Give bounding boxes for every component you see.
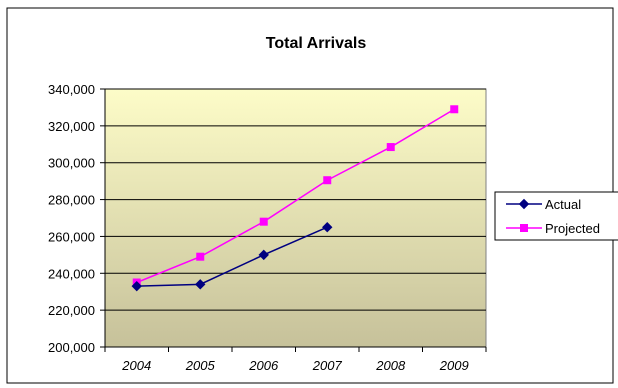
x-tick-label: 2007	[312, 358, 343, 373]
data-point-projected	[323, 176, 332, 185]
y-axis-tick-labels: 200,000 220,000 240,000 260,000 280,000 300,0…	[48, 82, 95, 355]
legend-marker	[518, 198, 530, 210]
axes	[100, 88, 487, 352]
y-tick-label: 200,000	[48, 340, 95, 355]
series-line-projected	[136, 108, 455, 284]
y-tick-label: 280,000	[48, 193, 95, 208]
data-point-actual	[258, 249, 269, 261]
data-point-projected	[386, 143, 395, 152]
y-tick-label: 260,000	[48, 229, 95, 244]
legend-marker	[520, 224, 528, 232]
x-tick-label: 2005	[185, 358, 216, 373]
data-point-actual	[195, 279, 206, 290]
y-tick-label: 300,000	[48, 156, 95, 171]
x-tick-label: 2008	[375, 358, 406, 373]
data-point-actual	[322, 222, 333, 233]
gridlines	[105, 88, 486, 311]
legend-label-projected: Projected	[545, 221, 600, 236]
data-point-projected	[196, 252, 205, 261]
legend-label-actual: Actual	[545, 197, 581, 212]
y-tick-label: 220,000	[48, 303, 95, 318]
y-tick-label: 240,000	[48, 266, 95, 281]
x-tick-label: 2004	[121, 358, 151, 373]
chart-title: Total Arrivals	[266, 35, 367, 52]
x-axis-tick-labels: 2004 2005 2006 2007 2008 2009	[121, 358, 468, 373]
x-tick-label: 2006	[248, 358, 279, 373]
series-lines	[131, 105, 459, 292]
plot-area	[104, 88, 487, 348]
data-point-projected	[450, 105, 459, 114]
y-tick-label: 320,000	[48, 119, 95, 134]
legend-box	[494, 191, 618, 241]
y-tick-label: 340,000	[48, 82, 95, 97]
series-line-actual	[136, 226, 328, 287]
legend: Actual Projected	[494, 191, 618, 241]
data-point-projected	[259, 217, 268, 226]
data-point-actual	[131, 280, 142, 292]
x-tick-label: 2009	[439, 358, 469, 373]
